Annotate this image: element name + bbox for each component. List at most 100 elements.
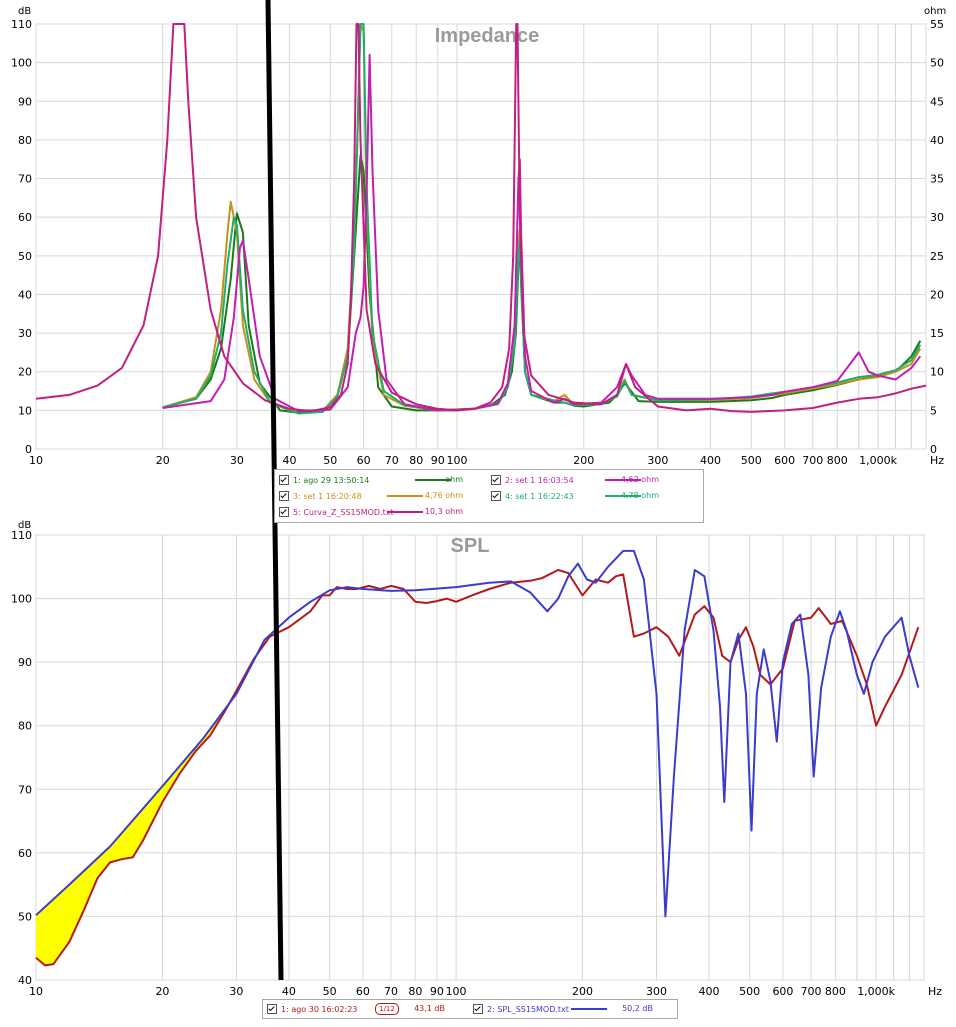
y-tick-label: 110 [11, 18, 32, 31]
checkbox-icon[interactable] [473, 1004, 483, 1014]
x-tick-label: 40 [282, 454, 296, 467]
impedance-panel: Impedance 010203040506070809010011005101… [11, 6, 946, 467]
x-tick-label: 600 [774, 454, 795, 467]
spl-title: SPL [451, 535, 490, 557]
x-tick-label: 400 [698, 985, 719, 998]
legend-label: 1: ago 30 16:02:23 [281, 1004, 358, 1014]
legend-item-3[interactable]: 3: set 1 16:20:48 [279, 490, 362, 502]
x-tick-label: 400 [700, 454, 721, 467]
legend-label: 4: set 1 16:22:43 [505, 491, 574, 501]
checkbox-icon[interactable] [279, 507, 289, 517]
x-tick-label: 50 [323, 454, 337, 467]
legend-item-2[interactable]: 2: SPL_SS15MOD.txt [473, 1003, 569, 1015]
legend-item-2[interactable]: 2: set 1 16:03:54 [491, 474, 574, 486]
y2-tick-label: 30 [930, 211, 944, 224]
y-tick-label: 80 [18, 720, 32, 733]
x-tick-label: 70 [384, 985, 398, 998]
x-tick-label: 30 [230, 454, 244, 467]
legend-value: 4,78 ohm [620, 491, 659, 500]
spl-shaded-area [36, 639, 265, 966]
legend-label: 5: Curva_Z_SS15MOD.txt [293, 507, 394, 517]
x-tick-label: 800 [825, 985, 846, 998]
y2-tick-label: 20 [930, 288, 944, 301]
y2-tick-label: 5 [930, 404, 937, 417]
legend-item-1[interactable]: 1: ago 30 16:02:23 [267, 1003, 357, 1015]
x-tick-label: 90 [430, 985, 444, 998]
y-tick-label: 110 [11, 529, 32, 542]
y-tick-label: 0 [25, 443, 32, 456]
y-tick-label: 40 [18, 288, 32, 301]
legend-line-swatch [387, 511, 423, 513]
y-tick-label: 10 [18, 404, 32, 417]
y2-tick-label: 25 [930, 250, 944, 263]
x-tick-label: 1,000k [857, 985, 895, 998]
legend-item-5[interactable]: 5: Curva_Z_SS15MOD.txt [279, 506, 394, 518]
impedance-series-group [35, 23, 927, 415]
legend-value: 43,1 dB [414, 1004, 445, 1013]
impedance-series-line-3 [162, 23, 922, 415]
legend-label: 1: ago 29 13:50:14 [293, 475, 370, 485]
legend-value: 4,62 ohm [620, 475, 659, 484]
x-tick-label: 700 [801, 985, 822, 998]
x-tick-label: 90 [431, 454, 445, 467]
x-tick-label: 1,000k [859, 454, 897, 467]
x-tick-label: 300 [646, 985, 667, 998]
spl-left-unit: dB [18, 520, 31, 531]
impedance-legend: 1: ago 29 13:50:14 ohm 2: set 1 16:03:54… [274, 469, 704, 523]
y-tick-label: 100 [11, 593, 32, 606]
smoothing-badge-icon[interactable]: 1/12 [375, 1003, 399, 1015]
y-tick-label: 90 [18, 95, 32, 108]
x-tick-label: 300 [647, 454, 668, 467]
x-tick-label: 60 [357, 454, 371, 467]
x-tick-label: 200 [572, 985, 593, 998]
x-tick-label: 70 [385, 454, 399, 467]
x-tick-label: 10 [29, 454, 43, 467]
legend-line-swatch [605, 495, 641, 497]
checkbox-icon[interactable] [279, 475, 289, 485]
checkbox-icon[interactable] [491, 475, 501, 485]
y-tick-label: 70 [18, 173, 32, 186]
x-tick-label: 20 [155, 985, 169, 998]
x-tick-label: 60 [356, 985, 370, 998]
impedance-right-unit: ohm [924, 6, 946, 17]
x-tick-label: 30 [229, 985, 243, 998]
impedance-series-line-5 [35, 23, 927, 413]
legend-value: ohm [445, 475, 463, 484]
y2-tick-label: 40 [930, 134, 944, 147]
checkbox-icon[interactable] [279, 491, 289, 501]
legend-value: 50,2 dB [622, 1004, 653, 1013]
impedance-axes: 0102030405060708090100110051015202530354… [11, 18, 944, 467]
y2-tick-label: 50 [930, 57, 944, 70]
y-tick-label: 70 [18, 783, 32, 796]
y2-tick-label: 35 [930, 173, 944, 186]
x-tick-label: 200 [573, 454, 594, 467]
x-tick-label: 500 [741, 454, 762, 467]
impedance-left-unit: dB [18, 6, 31, 17]
y-tick-label: 30 [18, 327, 32, 340]
y2-tick-label: 0 [930, 443, 937, 456]
y2-tick-label: 10 [930, 366, 944, 379]
y-tick-label: 80 [18, 134, 32, 147]
checkbox-icon[interactable] [267, 1004, 277, 1014]
y-tick-label: 100 [11, 57, 32, 70]
y2-tick-label: 15 [930, 327, 944, 340]
spl-series-line-2 [35, 549, 920, 918]
x-tick-label: 800 [827, 454, 848, 467]
impedance-x-unit: Hz [930, 454, 944, 467]
y2-tick-label: 45 [930, 95, 944, 108]
impedance-title: Impedance [435, 25, 539, 47]
x-tick-label: 80 [409, 454, 423, 467]
legend-line-swatch [605, 479, 641, 481]
x-tick-label: 20 [156, 454, 170, 467]
legend-item-4[interactable]: 4: set 1 16:22:43 [491, 490, 574, 502]
y-tick-label: 90 [18, 656, 32, 669]
x-tick-label: 40 [282, 985, 296, 998]
checkbox-icon[interactable] [491, 491, 501, 501]
x-tick-label: 600 [772, 985, 793, 998]
x-tick-label: 80 [408, 985, 422, 998]
legend-item-1[interactable]: 1: ago 29 13:50:14 [279, 474, 369, 486]
x-tick-label: 100 [447, 454, 468, 467]
